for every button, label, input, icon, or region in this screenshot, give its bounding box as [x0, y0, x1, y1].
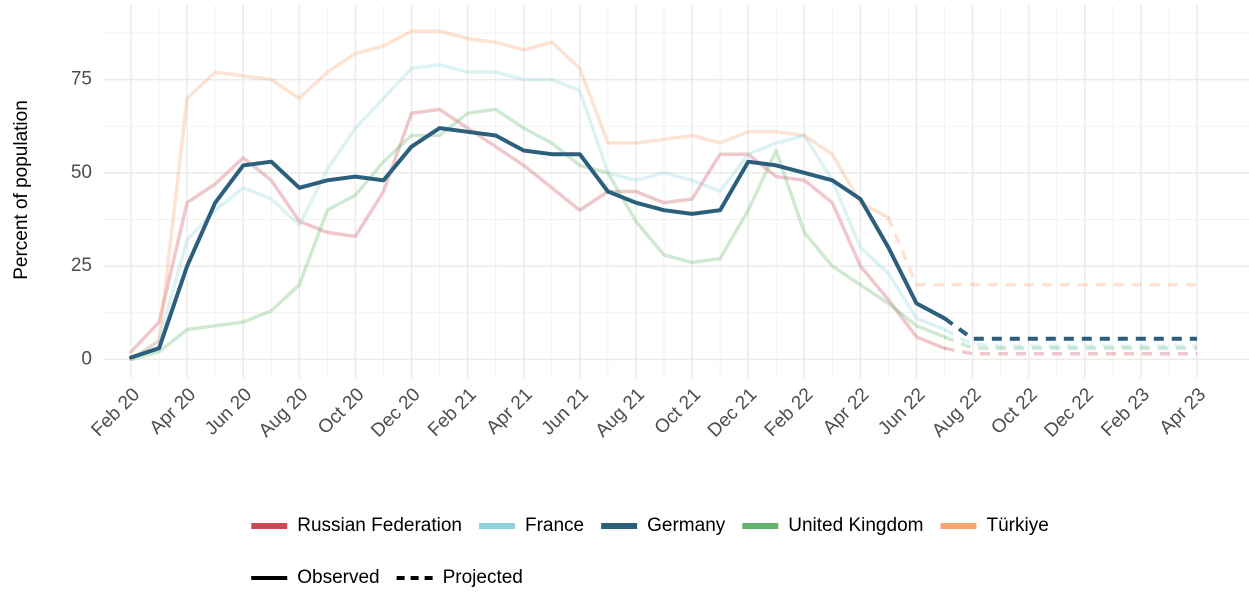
x-tick-label: Feb 22 [761, 384, 818, 441]
line-values [129, 29, 891, 362]
x-tick-label: Aug 21 [592, 384, 649, 441]
line-projected [886, 216, 1197, 287]
legend-label: Projected [443, 567, 523, 588]
line-values [129, 62, 947, 362]
x-tick-label: Apr 21 [482, 384, 536, 438]
x-tick-label: Feb 20 [87, 384, 144, 441]
legend-swatch [251, 523, 288, 529]
x-tick-label: Aug 20 [255, 384, 312, 441]
x-tick-label: Feb 21 [424, 384, 481, 441]
x-tick-label: Oct 22 [987, 384, 1041, 438]
legend: Observed Projected [251, 567, 523, 588]
legend-label: Germany [647, 515, 726, 536]
x-tick-label: Oct 20 [314, 384, 368, 438]
x-tick-label: Oct 21 [651, 384, 705, 438]
legend-swatch [601, 523, 638, 529]
legend-label: Türkiye [986, 515, 1048, 536]
x-tick-label: Dec 20 [367, 384, 424, 441]
legend-label: Russian Federation [297, 515, 462, 536]
x-tick-label: Jun 22 [874, 384, 929, 439]
x-tick-label: Aug 22 [928, 384, 985, 441]
line-values [129, 126, 947, 360]
y-tick-label: 50 [71, 162, 92, 183]
legend-label: United Kingdom [788, 515, 923, 536]
x-tick-label: Apr 23 [1156, 384, 1210, 438]
line-projected [943, 316, 1197, 341]
x-tick-label: Jun 21 [538, 384, 593, 439]
x-tick-label: Dec 22 [1040, 384, 1097, 441]
y-tick-label: 0 [81, 348, 92, 369]
line-values [129, 107, 947, 362]
line-projected [943, 327, 1197, 349]
line-projected [944, 346, 1197, 356]
legend-swatch [478, 523, 515, 529]
y-tick-label: 25 [71, 255, 92, 276]
x-tick-label: Jun 20 [201, 384, 256, 439]
y-tick-label: 75 [71, 69, 92, 90]
x-tick-label: Apr 20 [146, 384, 200, 438]
legend: Russian Federation France Germany United Ki… [251, 515, 1049, 536]
legend-label: France [525, 515, 584, 536]
legend-swatch [742, 523, 779, 529]
x-tick-label: Feb 23 [1097, 384, 1154, 441]
line-values [129, 107, 947, 354]
x-tick-label: Dec 21 [704, 384, 761, 441]
line-projected [943, 335, 1197, 350]
legend-label: Observed [297, 567, 379, 588]
x-tick-label: Apr 22 [819, 384, 873, 438]
y-axis-label: Percent of population [11, 100, 32, 280]
legend-swatch [940, 523, 977, 529]
